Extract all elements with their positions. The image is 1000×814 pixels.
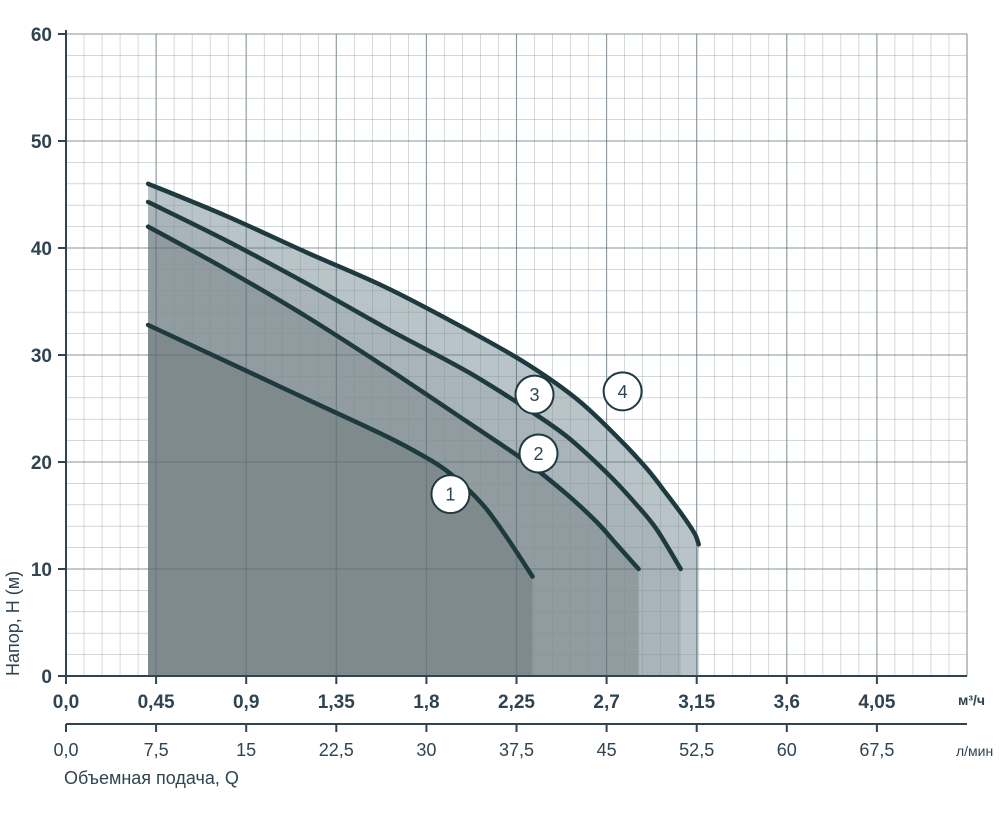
y-tick-label: 0 bbox=[41, 667, 52, 688]
x2-tick-label: 37,5 bbox=[499, 740, 534, 760]
series-line-4 bbox=[145, 181, 701, 547]
x-tick-label: 2,25 bbox=[498, 692, 535, 713]
x2-tick-label: 15 bbox=[236, 740, 256, 760]
x-tick-label: 2,7 bbox=[593, 692, 619, 713]
x-tick-label: 0,45 bbox=[138, 692, 175, 713]
axes: 0 10 20 30 40 50 60 0,0 0,0 0,45 7,5 0,9 15 1,35 22,5 1… bbox=[31, 25, 967, 760]
x2-tick-label: 30 bbox=[416, 740, 436, 760]
series-label-4: 4 bbox=[618, 382, 628, 402]
x-tick-label: 0,9 bbox=[233, 692, 259, 713]
x2-tick-label: 67,5 bbox=[859, 740, 894, 760]
y-tick-label: 50 bbox=[31, 132, 52, 153]
x-axis-label: Объемная подача, Q bbox=[64, 768, 239, 788]
series-label-2: 2 bbox=[534, 444, 544, 464]
series-line-2 bbox=[145, 224, 641, 572]
x-unit-primary: м³/ч bbox=[958, 692, 985, 708]
series-label-circle-1 bbox=[430, 474, 471, 515]
y-tick-label: 20 bbox=[31, 453, 52, 474]
series-label-circle-3 bbox=[514, 374, 555, 415]
x2-tick-label: 7,5 bbox=[144, 740, 169, 760]
y-axis-label: Напор, H (м) bbox=[3, 571, 23, 676]
fill-area-1 bbox=[148, 325, 533, 676]
series-line-3 bbox=[145, 199, 683, 572]
x-unit-secondary: л/мин bbox=[956, 743, 993, 759]
x-tick-label: 3,15 bbox=[678, 692, 715, 713]
x-tick-label: 3,6 bbox=[774, 692, 800, 713]
series-label-3: 3 bbox=[530, 385, 540, 405]
series-line-1 bbox=[145, 322, 535, 579]
y-tick-label: 40 bbox=[31, 239, 52, 260]
y-tick-label: 60 bbox=[31, 25, 52, 46]
x2-tick-label: 0,0 bbox=[53, 740, 78, 760]
y-tick-label: 30 bbox=[31, 346, 52, 367]
x-tick-label: 0,0 bbox=[53, 692, 79, 713]
x-tick-label: 1,35 bbox=[318, 692, 355, 713]
x2-tick-label: 45 bbox=[597, 740, 617, 760]
x-tick-label: 4,05 bbox=[858, 692, 895, 713]
series-lines bbox=[145, 181, 701, 579]
series-label-circle-2 bbox=[518, 433, 559, 474]
y-tick-label: 10 bbox=[31, 560, 52, 581]
x2-tick-label: 22,5 bbox=[319, 740, 354, 760]
series-label-1: 1 bbox=[445, 485, 455, 505]
curve-fill-areas bbox=[148, 183, 699, 677]
x2-tick-label: 52,5 bbox=[679, 740, 714, 760]
x2-tick-label: 60 bbox=[777, 740, 797, 760]
series-labels: 1 2 3 4 bbox=[430, 371, 643, 515]
x-tick-label: 1,8 bbox=[413, 692, 439, 713]
series-label-circle-4 bbox=[602, 371, 643, 412]
